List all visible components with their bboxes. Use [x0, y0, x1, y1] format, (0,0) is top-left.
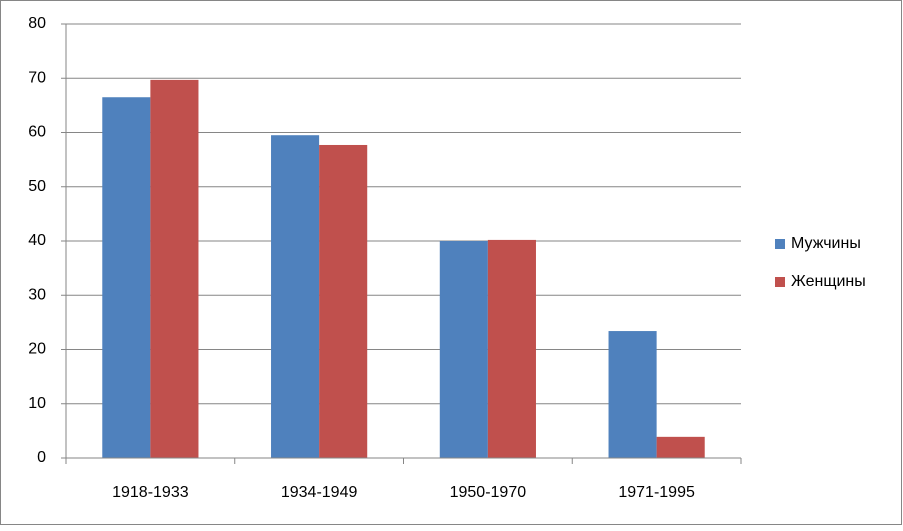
legend-label: Женщины: [791, 273, 866, 290]
bar: [319, 144, 368, 459]
bar: [150, 79, 199, 458]
y-tick-label: 40: [28, 232, 46, 249]
legend-label: Мужчины: [791, 235, 861, 252]
bar: [608, 331, 657, 458]
y-tick-label: 20: [28, 341, 46, 358]
y-tick-label: 50: [28, 178, 46, 195]
x-tick-label: 1918-1933: [112, 484, 189, 501]
legend-swatch: [775, 239, 785, 249]
bar: [656, 436, 705, 458]
y-tick-label: 0: [37, 449, 46, 466]
y-tick-label: 70: [28, 69, 46, 86]
bar: [487, 239, 536, 458]
legend-swatch: [775, 277, 785, 287]
bar: [102, 97, 151, 459]
y-tick-label: 10: [28, 395, 46, 412]
x-tick-label: 1934-1949: [281, 484, 358, 501]
bar: [439, 241, 488, 458]
y-tick-label: 30: [28, 286, 46, 303]
bar: [271, 135, 320, 458]
y-tick-label: 60: [28, 124, 46, 141]
x-tick-label: 1950-1970: [450, 484, 527, 501]
x-tick-label: 1971-1995: [618, 484, 695, 501]
y-tick-label: 80: [28, 15, 46, 32]
